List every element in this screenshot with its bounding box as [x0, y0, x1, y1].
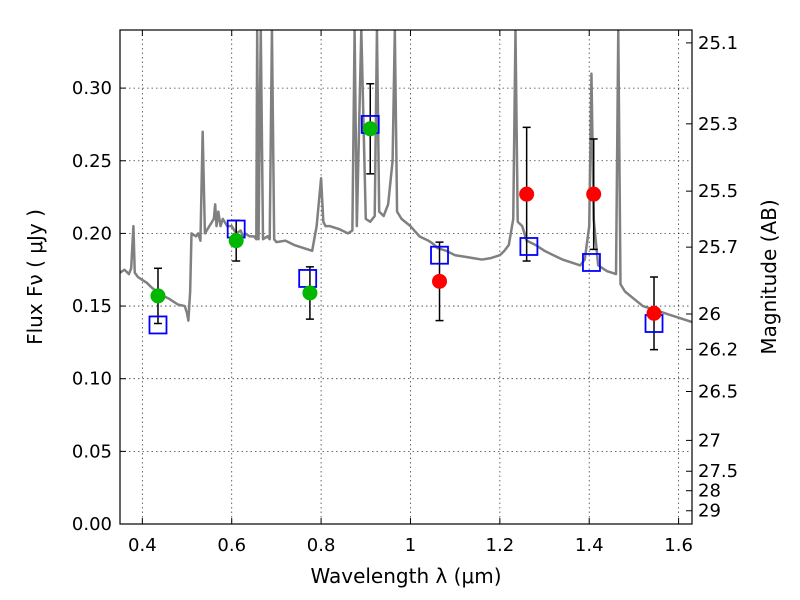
spectrum-layer [120, 30, 692, 324]
tick-labels: 0.4 0.6 0.8 1 1.2 1.4 1.6 0.00 0.05 0.10 0.15 0.20 0… [72, 33, 738, 556]
error-bars [153, 83, 659, 351]
model-square-marker [298, 269, 318, 288]
red-data-point [519, 186, 535, 202]
y-tick-label: 0.20 [72, 223, 112, 244]
x-tick-label: 0.4 [128, 535, 157, 556]
mag-tick-label: 28 [698, 481, 721, 502]
mag-tick-label: 25.1 [698, 33, 738, 54]
y-axis-title: Flux Fν ( μJy ) [23, 209, 47, 345]
x-tick-label: 1.2 [486, 535, 515, 556]
y-tick-label: 0.00 [72, 514, 112, 535]
x-tick-label: 1 [405, 535, 416, 556]
y-tick-label: 0.30 [72, 78, 112, 99]
y-tick-label: 0.10 [72, 369, 112, 390]
mag-tick-label: 25.5 [698, 181, 738, 202]
green-data-point [228, 233, 244, 249]
mag-tick-label: 25.7 [698, 237, 738, 258]
y-tick-label: 0.15 [72, 296, 112, 317]
y-axis-right-title: Magnitude (AB) [757, 199, 781, 354]
red-data-point [432, 273, 448, 289]
red-data-point [586, 186, 602, 202]
mag-tick-label: 26 [698, 304, 721, 325]
x-tick-label: 0.6 [217, 535, 246, 556]
model-square-marker [430, 245, 449, 265]
mag-tick-label: 25.3 [698, 114, 738, 135]
x-tick-label: 1.6 [664, 535, 693, 556]
spectrum-line [120, 30, 692, 324]
mag-tick-label: 26.5 [698, 381, 738, 402]
green-data-point [362, 121, 378, 137]
plot-frame [119, 29, 693, 525]
x-tick-label: 0.8 [307, 535, 336, 556]
x-tick-label: 1.4 [575, 535, 604, 556]
mag-tick-label: 27.5 [698, 461, 738, 482]
grid [120, 30, 692, 525]
red-data-point [646, 305, 662, 321]
mag-tick-label: 27 [698, 430, 721, 451]
data-markers [148, 115, 664, 335]
y-tick-label: 0.05 [72, 441, 112, 462]
green-data-point [150, 288, 166, 304]
model-square-marker [148, 315, 168, 335]
mag-tick-label: 26.2 [698, 339, 738, 360]
model-square-marker [519, 237, 539, 256]
mag-tick-label: 29 [698, 501, 721, 522]
y-tick-label: 0.25 [72, 151, 112, 172]
x-axis-title: Wavelength λ (μm) [310, 564, 501, 588]
green-data-point [302, 285, 318, 301]
model-square-marker [582, 253, 601, 272]
ticks [120, 30, 692, 525]
